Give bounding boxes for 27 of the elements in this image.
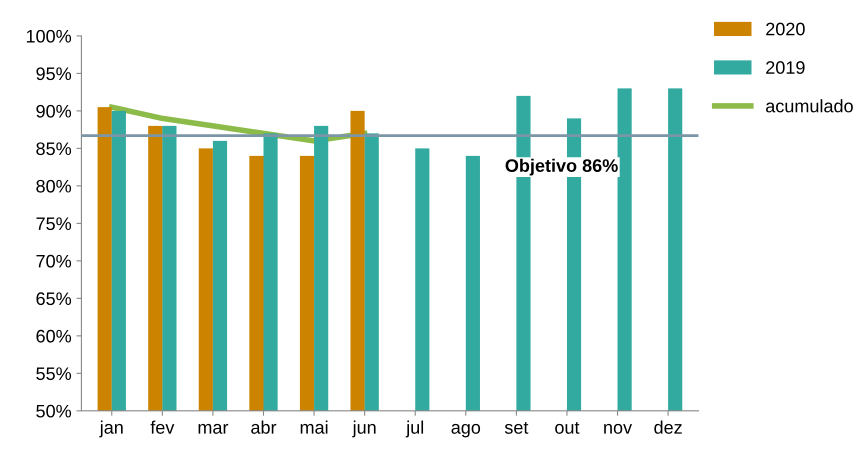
x-tick-label: mai	[300, 420, 328, 434]
y-tick-label: 95%	[36, 67, 72, 80]
y-tick-label: 55%	[36, 367, 72, 380]
x-tick-label: jan	[99, 420, 123, 438]
y-tick-label: 75%	[36, 217, 72, 230]
legend-label: acumulado	[766, 99, 853, 112]
y-tick-label: 65%	[36, 292, 72, 306]
y-tick-label: 60%	[36, 330, 72, 343]
x-tick-label: set	[504, 422, 528, 434]
x-tick-label: mar	[198, 424, 228, 434]
y-tick-label: 80%	[36, 180, 72, 193]
x-tick-label: dez	[654, 420, 682, 434]
x-tick-label: nov	[604, 424, 632, 434]
x-tick-label: jul	[406, 420, 424, 438]
y-tick-label: 85%	[36, 142, 72, 156]
legend-label: 2019	[766, 61, 805, 74]
y-tick-label: 90%	[36, 104, 72, 118]
x-tick-label: out	[555, 422, 580, 434]
y-tick-label: 70%	[36, 254, 72, 268]
annotation: Objetivo 86%	[506, 158, 618, 176]
x-tick-label: fev	[150, 420, 174, 434]
y-tick-label: 50%	[36, 404, 72, 418]
y-tick-label: 100%	[26, 30, 72, 43]
x-tick-label: ago	[452, 424, 480, 438]
x-tick-label: abr	[251, 420, 276, 434]
legend-label: 2020	[766, 22, 805, 36]
x-tick-label: jun	[352, 420, 376, 438]
